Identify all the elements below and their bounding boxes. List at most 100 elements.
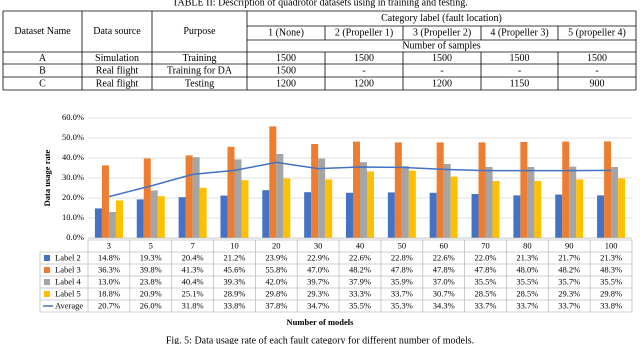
bar	[394, 142, 402, 238]
bar	[450, 176, 458, 238]
bar	[192, 157, 200, 238]
data-label: 41.3%	[182, 264, 204, 274]
data-label: 20.4%	[182, 252, 204, 262]
data-label: 47.0%	[307, 264, 329, 274]
bar	[101, 165, 109, 238]
table-cell: -	[440, 65, 443, 76]
table-cell: 1200	[276, 78, 296, 89]
data-label: 18.8%	[98, 288, 120, 298]
header-cell: Data source	[93, 26, 141, 37]
table-cell: 1500	[432, 53, 452, 64]
bar	[311, 144, 319, 238]
x-tick-label: 50	[398, 240, 407, 250]
bar	[534, 181, 542, 238]
bar	[178, 197, 186, 238]
data-label: 31.8%	[182, 300, 204, 310]
bar	[429, 192, 437, 238]
data-label: 25.1%	[182, 288, 204, 298]
data-label: 39.7%	[307, 276, 329, 286]
data-label: 33.7%	[516, 300, 538, 310]
data-label: 28.5%	[516, 288, 538, 298]
x-tick-label: 60	[439, 240, 448, 250]
data-label: 35.7%	[558, 276, 580, 286]
bar	[115, 200, 123, 238]
header-cell: Category label (fault location)	[381, 13, 502, 24]
legend-swatch	[44, 279, 50, 285]
header-cell: Number of samples	[402, 40, 480, 51]
bar	[520, 142, 528, 238]
data-label: 29.8%	[265, 288, 287, 298]
y-tick-label: 0.0%	[66, 232, 84, 242]
y-tick-label: 50.0%	[62, 132, 84, 142]
header-cell: Dataset Name	[14, 26, 71, 37]
data-label: 34.7%	[307, 300, 329, 310]
x-tick-label: 3	[107, 240, 111, 250]
data-label: 14.8%	[98, 252, 120, 262]
data-label: 22.0%	[475, 252, 497, 262]
data-label: 45.6%	[223, 264, 245, 274]
data-label: 55.8%	[265, 264, 287, 274]
legend-label: Label 2	[55, 252, 81, 262]
table-cell: 900	[590, 78, 605, 89]
legend-label: Label 5	[55, 288, 81, 298]
data-label: 19.3%	[140, 252, 162, 262]
header-cell: 3 (Propeller 2)	[413, 27, 471, 38]
legend-swatch	[44, 291, 50, 297]
y-tick-label: 30.0%	[62, 172, 84, 182]
table-cell: 1200	[432, 78, 452, 89]
legend-label: Average	[55, 300, 83, 310]
header-cell: 1 (None)	[268, 27, 304, 38]
bar	[304, 192, 312, 238]
table-caption: TABLE II: Description of quadrotor datas…	[172, 0, 468, 8]
x-tick-label: 100	[605, 240, 618, 250]
data-label: 22.9%	[307, 252, 329, 262]
data-label: 21.3%	[600, 252, 622, 262]
bar	[185, 155, 193, 238]
data-label: 33.7%	[558, 300, 580, 310]
bar	[318, 158, 326, 238]
data-label: 23.8%	[140, 276, 162, 286]
data-label: 13.0%	[98, 276, 120, 286]
data-label: 21.2%	[223, 252, 245, 262]
data-label: 35.3%	[391, 300, 413, 310]
header-cell: Purpose	[183, 26, 216, 37]
data-label: 29.3%	[307, 288, 329, 298]
table-cell: Training	[182, 53, 216, 64]
data-label: 21.7%	[558, 252, 580, 262]
bar	[408, 170, 416, 238]
x-tick-label: 7	[190, 240, 194, 250]
data-label: 23.9%	[265, 252, 287, 262]
bar	[443, 164, 451, 238]
table-cell: 1200	[354, 78, 374, 89]
data-label: 22.8%	[391, 252, 413, 262]
bar	[527, 167, 535, 238]
bar	[597, 195, 605, 238]
x-tick-label: 10	[230, 240, 239, 250]
data-label: 48.3%	[600, 264, 622, 274]
bar	[555, 194, 563, 238]
bar	[143, 158, 151, 238]
bar	[562, 141, 570, 238]
data-label: 33.8%	[600, 300, 622, 310]
bar	[283, 178, 291, 238]
bar	[234, 159, 242, 238]
table-cell: 1150	[510, 78, 530, 89]
bar	[367, 171, 374, 238]
data-label: 33.7%	[391, 288, 413, 298]
table-cell: 1500	[510, 53, 530, 64]
data-label: 33.8%	[223, 300, 245, 310]
data-label: 48.0%	[516, 264, 538, 274]
data-label: 20.7%	[98, 300, 120, 310]
data-label: 37.9%	[349, 276, 371, 286]
bar	[478, 142, 486, 238]
table-cell: -	[595, 65, 598, 76]
bar	[150, 190, 158, 238]
bar	[269, 126, 277, 238]
x-axis-title: Number of models	[287, 317, 355, 327]
bar	[227, 146, 235, 238]
data-label: 37.0%	[433, 276, 455, 286]
bar	[471, 194, 479, 238]
table-cell: C	[39, 78, 46, 89]
data-label: 35.9%	[391, 276, 413, 286]
legend-label: Label 3	[55, 264, 81, 274]
